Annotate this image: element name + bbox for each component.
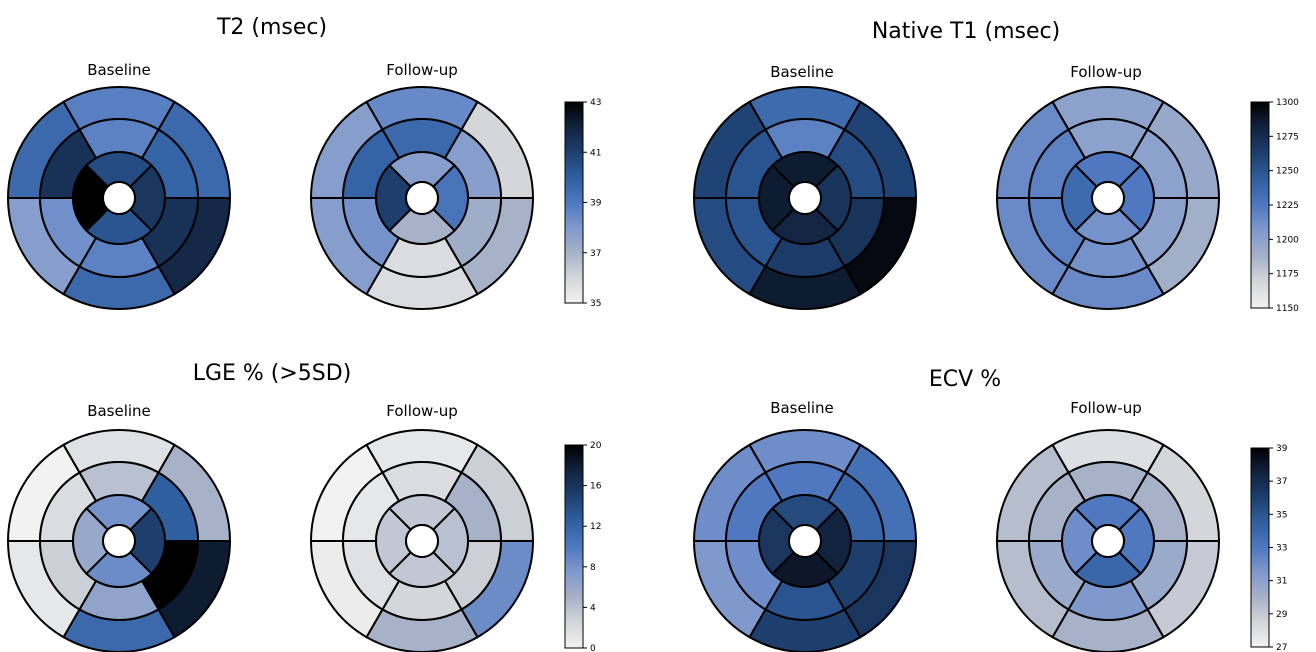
bullseye-t2-followup — [309, 86, 535, 310]
colorbar-tick-label: 20 — [590, 441, 602, 451]
colorbar-gradient — [564, 444, 584, 649]
bullseye-lge-baseline — [6, 429, 232, 652]
colorbar-tick-label: 0 — [590, 644, 596, 652]
map-title-ecv-baseline: Baseline — [770, 399, 834, 417]
colorbar-gradient — [1250, 101, 1270, 309]
colorbar-tick-label: 35 — [590, 299, 601, 309]
colorbar-tick-label: 12 — [590, 522, 601, 532]
bullseye-t1-followup — [995, 86, 1221, 310]
map-title-t1-baseline: Baseline — [770, 63, 834, 81]
colorbar-tick-label: 1250 — [1276, 167, 1299, 177]
colorbar-tick-label: 31 — [1276, 577, 1287, 587]
bullseye-center-hole — [1091, 524, 1125, 558]
colorbar-tick-label: 16 — [590, 482, 602, 492]
colorbar-tick-label: 37 — [590, 249, 601, 259]
map-title-lge-baseline: Baseline — [87, 402, 151, 420]
bullseye-ecv-followup — [995, 429, 1221, 652]
bullseye-center-hole — [1091, 181, 1125, 215]
bullseye-t1-baseline — [692, 86, 918, 310]
colorbar-tick-label: 39 — [1276, 444, 1288, 454]
colorbar-ecv: 27 29 31 33 35 37 39 — [1250, 444, 1288, 652]
map-title-t2-baseline: Baseline — [87, 61, 151, 79]
colorbar-tick-label: 1225 — [1276, 201, 1299, 211]
map-title-ecv-followup: Follow-up — [1070, 399, 1142, 417]
panel-title-ecv: ECV % — [929, 367, 1001, 392]
colorbar-tick-label: 1275 — [1276, 132, 1299, 142]
colorbar-tick-label: 1175 — [1276, 270, 1299, 280]
colorbar-tick-label: 39 — [590, 199, 602, 209]
bullseye-center-hole — [405, 524, 439, 558]
panel-title-native-t1: Native T1 (msec) — [872, 19, 1060, 44]
colorbar-tick-label: 8 — [590, 563, 596, 573]
colorbar-tick-label: 43 — [590, 98, 601, 108]
colorbar-tick-label: 1200 — [1276, 235, 1299, 245]
colorbar-t2: 35 37 39 41 43 — [564, 98, 602, 309]
bullseye-center-hole — [405, 181, 439, 215]
bullseye-lge-followup — [309, 429, 535, 652]
colorbar-tick-label: 35 — [1276, 510, 1287, 520]
bullseye-center-hole — [788, 181, 822, 215]
bullseye-ecv-baseline — [692, 429, 918, 652]
map-title-t2-followup: Follow-up — [386, 61, 458, 79]
bullseye-center-hole — [788, 524, 822, 558]
panel-title-lge: LGE % (>5SD) — [193, 361, 352, 386]
colorbar-tick-label: 27 — [1276, 643, 1287, 652]
colorbar-tick-label: 1150 — [1276, 304, 1299, 314]
bullseye-t2-baseline — [6, 86, 232, 310]
colorbar-tick-label: 41 — [590, 148, 601, 158]
colorbar-native-t1: 1150 1175 1200 1225 1250 1275 1300 — [1250, 98, 1299, 314]
colorbar-tick-label: 37 — [1276, 477, 1287, 487]
colorbar-gradient — [564, 101, 584, 304]
colorbar-gradient — [1250, 447, 1270, 648]
colorbar-tick-label: 1300 — [1276, 98, 1299, 108]
map-title-t1-followup: Follow-up — [1070, 63, 1142, 81]
bullseye-center-hole — [102, 181, 136, 215]
map-title-lge-followup: Follow-up — [386, 402, 458, 420]
colorbar-tick-label: 4 — [590, 603, 596, 613]
colorbar-tick-label: 29 — [1276, 610, 1288, 620]
panel-title-t2: T2 (msec) — [216, 15, 327, 40]
colorbar-lge: 0 4 8 12 16 20 — [564, 441, 602, 652]
bullseye-center-hole — [102, 524, 136, 558]
colorbar-tick-label: 33 — [1276, 544, 1287, 554]
